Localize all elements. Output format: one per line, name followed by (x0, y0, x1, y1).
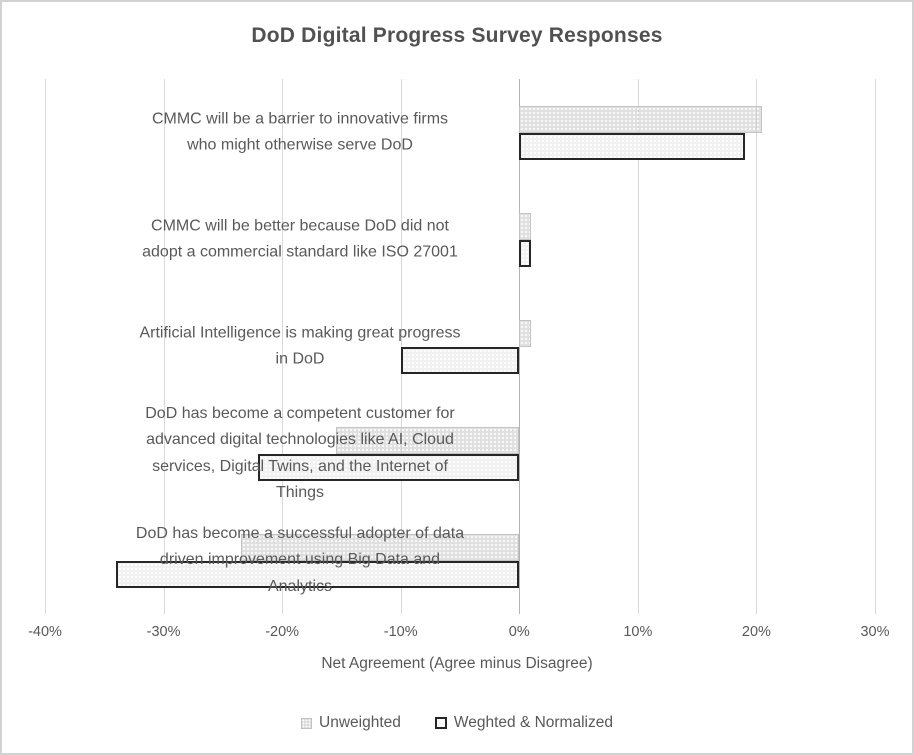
x-tick-label: -30% (146, 624, 181, 640)
x-tick-label: 30% (860, 624, 890, 640)
legend-item-unweighted: Unweighted (301, 714, 401, 732)
x-tick-label: -20% (265, 624, 300, 640)
bar-weighted-row3 (400, 346, 520, 374)
legend-label: Unweighted (319, 714, 401, 731)
gridline (282, 79, 284, 614)
category-label: DoD has become a successful adopter of d… (135, 524, 465, 595)
gridline (756, 79, 758, 614)
x-tick-label: 20% (741, 624, 771, 640)
x-axis-title: Net Agreement (Agree minus Disagree) (321, 655, 593, 672)
x-tick-label: -10% (383, 624, 418, 640)
bar-weighted-row2 (519, 239, 532, 267)
zero-axis-line (519, 79, 521, 614)
x-axis-ticks: -40% -30% -20% -10% 0% 10% 20% 30% (28, 624, 889, 644)
gridline (45, 79, 46, 614)
bar-unweighted-row4 (335, 426, 520, 454)
chart-title: DoD Digital Progress Survey Responses (251, 24, 663, 47)
legend: Unweighted Weghted & Normalized (2, 714, 912, 732)
gridline (637, 79, 639, 614)
category-label: CMMC will be better because DoD did not … (142, 216, 458, 261)
category-label: CMMC will be a barrier to innovative fir… (151, 109, 449, 154)
bar-unweighted-row5 (240, 533, 520, 561)
bar-unweighted-row3 (519, 319, 532, 347)
category-label: DoD has become a competent customer for … (145, 404, 455, 502)
category-label: Artificial Intelligence is making great … (139, 323, 461, 368)
gridline (163, 79, 165, 614)
x-tick-label: -40% (28, 624, 62, 640)
x-tick-label: 0% (508, 624, 530, 640)
bar-unweighted-row2 (519, 212, 532, 240)
legend-item-weighted: Weghted & Normalized (434, 714, 613, 732)
bar-weighted-row1 (519, 132, 745, 160)
bar-weighted-row4 (258, 453, 520, 481)
plot-area: CMMC will be a barrier to innovative fir… (45, 79, 876, 614)
bar-weighted-row5 (116, 560, 520, 588)
bar-unweighted-row1 (519, 105, 763, 133)
unweighted-swatch-icon (301, 717, 313, 729)
gridline (875, 79, 876, 614)
x-tick-label: 10% (623, 624, 653, 640)
weighted-swatch-icon (434, 717, 447, 729)
legend-label: Weghted & Normalized (453, 714, 613, 731)
